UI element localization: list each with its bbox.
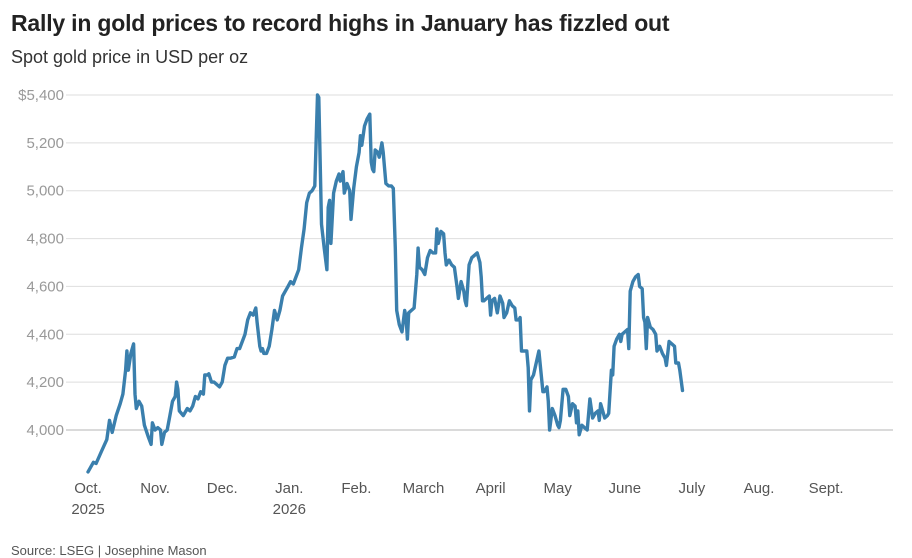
x-tick-label: Nov.	[140, 480, 170, 497]
x-tick-label: July	[679, 480, 706, 497]
x-tick-label: March	[403, 480, 445, 497]
x-axis-ticks: Oct. 2025 Nov. Dec. Jan. 2026 Feb. March April Ma…	[71, 480, 843, 518]
x-tick-label: Jan.	[275, 480, 303, 497]
x-tick-label: Oct.	[74, 480, 102, 497]
x-tick-label: Feb.	[341, 480, 371, 497]
y-tick-label: $5,400	[18, 87, 64, 104]
source-note: Source: LSEG | Josephine Mason	[11, 543, 207, 558]
x-tick-label: Aug.	[744, 480, 775, 497]
x-tick-label: May	[544, 480, 573, 497]
x-tick-label: June	[609, 480, 642, 497]
x-tick-label: Dec.	[207, 480, 238, 497]
x-tick-year: 2025	[71, 501, 104, 518]
y-tick-label: 5,000	[26, 183, 64, 200]
x-tick-label: April	[476, 480, 506, 497]
y-tick-label: 4,000	[26, 422, 64, 439]
x-tick-label: Sept.	[809, 480, 844, 497]
series-line-spot-gold	[86, 93, 685, 474]
chart-subtitle: Spot gold price in USD per oz	[11, 47, 249, 67]
y-axis-ticks: 4,000 4,200 4,400 4,600 4,800 5,000 5,200 $5,40…	[18, 87, 64, 439]
series-layer	[86, 93, 685, 474]
y-tick-label: 4,800	[26, 231, 64, 248]
y-tick-label: 4,600	[26, 278, 64, 295]
x-tick-year: 2026	[273, 501, 306, 518]
y-tick-label: 4,400	[26, 326, 64, 343]
y-tick-label: 4,200	[26, 374, 64, 391]
y-tick-label: 5,200	[26, 135, 64, 152]
chart-title: Rally in gold prices to record highs in …	[11, 10, 670, 36]
gridlines	[66, 94, 893, 431]
